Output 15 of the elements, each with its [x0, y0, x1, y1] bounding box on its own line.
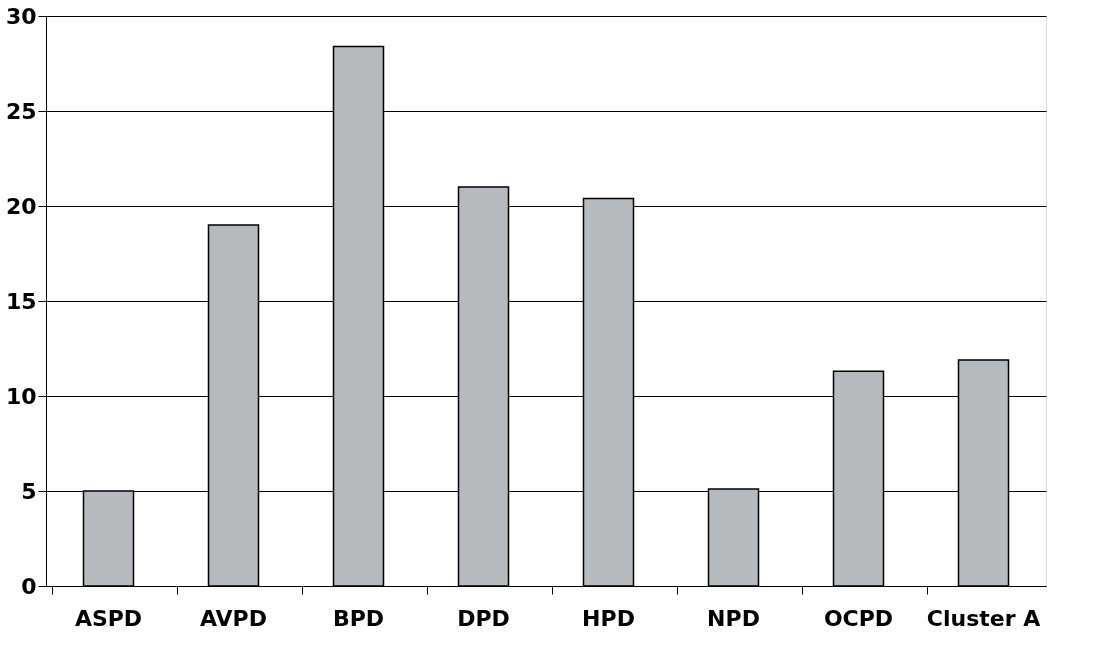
y-tick-label: 30	[5, 3, 37, 29]
y-tick-label: 5	[21, 478, 37, 504]
x-tick-label: HPD	[582, 605, 635, 631]
x-tick-label: ASPD	[74, 605, 143, 631]
y-tick-label: 0	[21, 573, 37, 599]
x-tick-label: AVPD	[200, 605, 267, 631]
y-tick-label: 20	[5, 193, 37, 219]
x-tick-label: BPD	[332, 605, 385, 631]
x-tick-label: OCPD	[823, 605, 894, 631]
x-tick-label: Cluster A	[926, 605, 1041, 631]
y-tick-label: 15	[5, 288, 37, 314]
y-tick-label: 10	[5, 383, 37, 409]
y-tick-label: 25	[5, 98, 37, 124]
x-tick-label: DPD	[457, 605, 510, 631]
x-tick-label: NPD	[707, 605, 760, 631]
